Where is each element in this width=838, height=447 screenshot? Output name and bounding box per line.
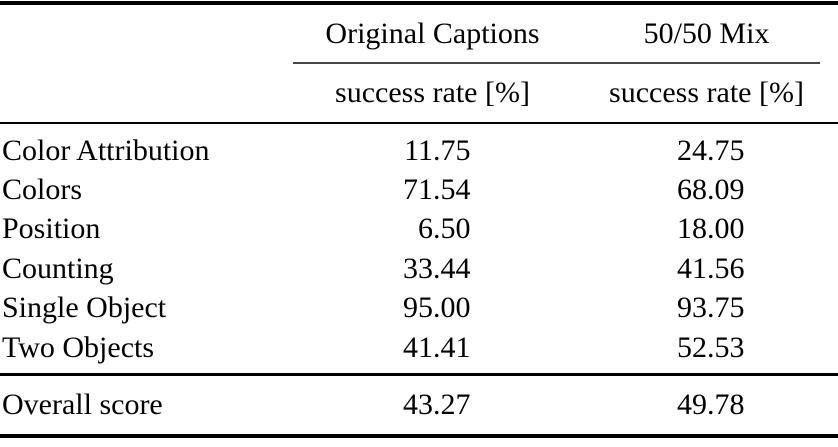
- column-group-label: 50/50 Mix: [643, 16, 770, 50]
- sub-header-row: success rate [%] success rate [%]: [0, 64, 838, 122]
- cell-5050-mix: 68.09: [575, 173, 838, 207]
- row-label: Overall score: [2, 387, 163, 421]
- row-label: Single Object: [2, 291, 167, 325]
- column-group-5050-mix: 50/50 Mix: [575, 17, 838, 51]
- sub-header-original-captions: success rate [%]: [290, 76, 575, 110]
- cell-value: 33.44: [403, 251, 471, 285]
- cell-original-captions: 71.54: [290, 173, 575, 207]
- cell-value: 18.00: [677, 212, 745, 246]
- sub-header-label: success rate [%]: [609, 75, 804, 109]
- cell-value: 41.41: [403, 330, 471, 364]
- cell-original-captions: 33.44: [290, 252, 575, 286]
- column-group-header-row: Original Captions 50/50 Mix: [0, 5, 838, 62]
- cell-5050-mix: 24.75: [575, 134, 838, 168]
- table-row-colors: Colors 71.54 68.09: [0, 170, 838, 209]
- table-body: Color Attribution 11.75 24.75 Colors 71.…: [0, 124, 838, 373]
- table-row-two-objects: Two Objects 41.41 52.53: [0, 328, 838, 367]
- cell-value: 68.09: [677, 173, 745, 207]
- table-row-color-attribution: Color Attribution 11.75 24.75: [0, 131, 838, 170]
- row-label: Two Objects: [2, 330, 155, 364]
- cell-5050-mix: 52.53: [575, 331, 838, 365]
- cell-value: 41.56: [677, 251, 745, 285]
- table-row-position: Position 6.50 18.00: [0, 210, 838, 249]
- cell-value: 6.50: [418, 212, 471, 246]
- cell-value: 49.78: [677, 387, 745, 421]
- cell-value: 24.75: [677, 133, 745, 167]
- cell-5050-mix: 18.00: [575, 212, 838, 246]
- cell-original-captions: 6.50: [290, 212, 575, 246]
- cell-value: 52.53: [677, 330, 745, 364]
- header-rule: [0, 121, 838, 124]
- sub-header-5050-mix: success rate [%]: [575, 76, 838, 110]
- cell-value: 43.27: [403, 387, 471, 421]
- row-label: Counting: [2, 251, 114, 285]
- table-row-single-object: Single Object 95.00 93.75: [0, 289, 838, 328]
- cell-original-captions: 41.41: [290, 331, 575, 365]
- cell-value: 71.54: [403, 173, 471, 207]
- footer-rule: [0, 373, 838, 376]
- table-row-counting: Counting 33.44 41.56: [0, 249, 838, 288]
- cell-original-captions: 95.00: [290, 291, 575, 325]
- cell-original-captions: 11.75: [290, 134, 575, 168]
- cell-5050-mix: 49.78: [575, 388, 838, 422]
- top-rule: [0, 1, 838, 5]
- column-group-label: Original Captions: [325, 16, 540, 50]
- cell-5050-mix: 93.75: [575, 291, 838, 325]
- table-row-overall-score: Overall score 43.27 49.78: [0, 376, 838, 434]
- cell-value: 95.00: [403, 291, 471, 325]
- sub-header-label: success rate [%]: [335, 75, 530, 109]
- cell-5050-mix: 41.56: [575, 252, 838, 286]
- cmid-rule: [293, 62, 820, 64]
- cell-value: 11.75: [404, 133, 471, 167]
- cell-value: 93.75: [677, 291, 745, 325]
- bottom-rule: [0, 433, 838, 438]
- benchmark-results-table: Original Captions 50/50 Mix success rate…: [0, 1, 838, 438]
- row-label: Color Attribution: [2, 133, 210, 167]
- column-group-original-captions: Original Captions: [290, 17, 575, 51]
- row-label: Colors: [2, 173, 83, 207]
- cell-original-captions: 43.27: [290, 388, 575, 422]
- row-label: Position: [2, 212, 101, 246]
